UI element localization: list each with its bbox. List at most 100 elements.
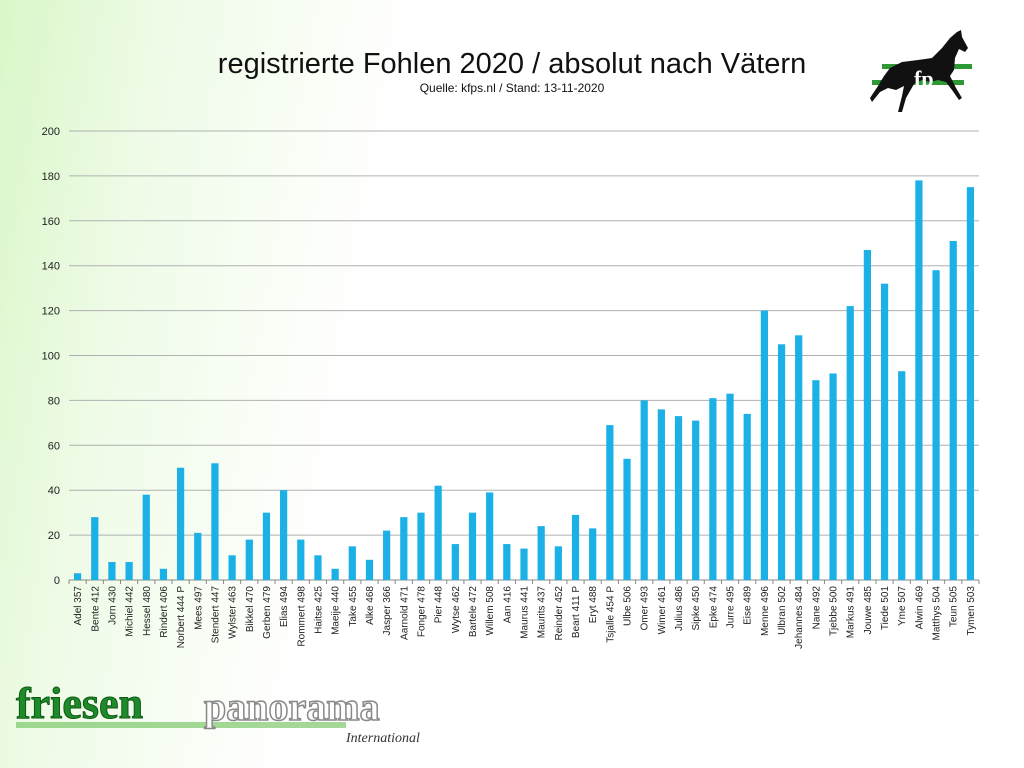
x-tick-label: Adel 357 <box>73 586 84 626</box>
bar <box>400 517 408 580</box>
bars <box>73 180 975 581</box>
x-tick-label: Tiede 501 <box>880 586 891 631</box>
logo-initials: fp <box>914 66 934 91</box>
bar <box>503 544 511 580</box>
x-tick-label: Wimer 461 <box>657 586 668 635</box>
x-tick-label: Omer 493 <box>640 586 651 631</box>
x-tick-label: Michiel 442 <box>125 586 136 637</box>
x-tick-label: Rindert 406 <box>159 586 170 638</box>
x-tick-label: Tymen 503 <box>966 586 977 636</box>
bar <box>159 568 168 580</box>
y-tick-label: 0 <box>54 575 60 587</box>
y-tick-label: 140 <box>42 261 60 273</box>
y-tick-label: 200 <box>42 126 60 138</box>
brand-underline <box>16 722 346 728</box>
horse-logo: fp <box>870 30 972 112</box>
x-tick-label: Fonger 478 <box>416 586 427 638</box>
x-tick-label: Alke 468 <box>365 586 376 625</box>
x-tick-label: Maurits 437 <box>537 586 548 639</box>
x-tick-label: Nane 492 <box>811 586 822 630</box>
bar <box>142 494 150 580</box>
bar <box>451 544 459 580</box>
x-tick-label: Tjebbe 500 <box>829 586 840 636</box>
bar <box>606 425 614 580</box>
bar <box>520 548 528 580</box>
x-tick-label: Bikkel 470 <box>245 586 256 633</box>
bar <box>949 241 957 580</box>
bar <box>434 485 442 580</box>
x-tick-label: Jouwe 485 <box>863 586 874 635</box>
bar <box>829 373 837 580</box>
x-tick-label: Hessel 480 <box>142 586 153 636</box>
y-axis: 0 20 40 60 80 100 120 140 160 180 200 <box>42 126 60 587</box>
x-tick-label: Markus 491 <box>846 586 857 639</box>
bar <box>726 393 734 580</box>
x-tick-label: Julius 486 <box>674 586 685 631</box>
x-tick-label: Yme 507 <box>897 586 908 626</box>
bar <box>383 530 391 580</box>
bar <box>657 409 665 580</box>
bar <box>554 546 562 580</box>
y-tick-label: 40 <box>48 485 60 497</box>
brand-tagline: International <box>345 731 420 746</box>
x-tick-label: Gerben 479 <box>262 586 273 639</box>
x-tick-label: Wytse 462 <box>451 586 462 634</box>
bar <box>262 512 271 580</box>
x-tick-label: Ulbran 502 <box>777 586 788 635</box>
x-tick-label: Stendert 447 <box>210 586 221 644</box>
x-tick-label: Maeije 440 <box>331 586 342 635</box>
bar <box>331 568 339 580</box>
y-tick-label: 120 <box>42 306 60 318</box>
brand-name-part2: panorama <box>204 684 380 729</box>
y-tick-label: 160 <box>42 216 60 228</box>
bar <box>571 514 580 580</box>
bar <box>297 539 305 580</box>
bar <box>91 517 99 580</box>
bar <box>674 416 683 580</box>
bar <box>709 398 717 580</box>
x-tick-label: Jurre 495 <box>726 586 737 629</box>
bar <box>777 344 786 580</box>
logo-stripe-bottom <box>872 80 964 85</box>
bar <box>194 532 202 580</box>
bar <box>245 539 253 580</box>
bar <box>486 492 494 580</box>
x-tick-label: Reinder 452 <box>554 586 565 641</box>
friesenpanorama-logo: friesen panorama International <box>16 679 420 747</box>
bar <box>589 528 597 580</box>
x-tick-label: Jehannes 484 <box>794 586 805 649</box>
y-tick-label: 20 <box>48 530 60 542</box>
x-tick-label: Matthys 504 <box>932 586 943 641</box>
x-tick-label: Wylster 463 <box>228 586 239 639</box>
bar <box>211 463 219 580</box>
bar <box>108 562 116 580</box>
x-tick-label: Beart 411 P <box>571 586 582 638</box>
bar <box>932 270 940 580</box>
x-tick-label: Bente 412 <box>90 586 101 632</box>
brand-name-part1: friesen <box>16 679 143 728</box>
x-tick-label: Rommert 498 <box>296 586 307 647</box>
bar <box>812 380 820 580</box>
x-tick-label: Aarnold 471 <box>399 586 410 640</box>
x-tick-label: Teun 505 <box>949 586 960 628</box>
x-tick-label: Ulbe 506 <box>623 586 634 626</box>
x-tick-label: Jorn 430 <box>107 586 118 625</box>
x-tick-label: Bartele 472 <box>468 586 479 638</box>
x-tick-label: Sipke 450 <box>691 586 702 631</box>
bar <box>537 526 545 580</box>
x-tick-label: Maurus 441 <box>520 586 531 639</box>
x-tick-label: Willem 508 <box>485 586 496 636</box>
x-tick-label: Eryt 488 <box>588 586 599 624</box>
horse-icon <box>870 30 968 112</box>
bar <box>966 187 975 580</box>
bar <box>692 420 700 580</box>
x-tick-label: Pier 448 <box>434 586 445 624</box>
bar <box>280 490 288 580</box>
gridlines <box>69 130 979 581</box>
bar <box>915 180 923 580</box>
y-tick-label: 180 <box>42 171 60 183</box>
x-tick-label: Jasper 366 <box>382 586 393 636</box>
x-tick-label: Menne 496 <box>760 586 771 636</box>
bar <box>417 512 425 580</box>
